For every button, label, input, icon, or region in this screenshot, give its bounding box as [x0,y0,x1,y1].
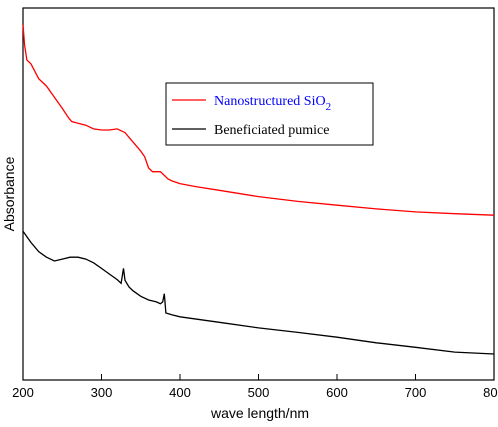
x-tick-label: 800 [483,385,498,400]
x-ticks: 200 300 400 500 600 700 800 [12,374,498,400]
x-tick-label: 400 [169,385,191,400]
plot-frame [22,7,495,381]
legend-label-pumice: Beneficiated pumice [214,123,329,138]
y-axis-title: Absorbance [1,156,17,231]
x-tick-label: 600 [326,385,348,400]
x-tick-label: 700 [405,385,427,400]
legend-label-sio2-main: Nanostructured SiO [214,94,326,109]
legend-box [165,82,374,146]
x-tick-label: 500 [248,385,270,400]
x-tick-label: 200 [12,385,34,400]
series-line-pumice [22,230,495,355]
x-tick-label: 300 [91,385,113,400]
legend-label-sio2: Nanostructured SiO2 [214,94,331,113]
x-axis-title: wave length/nm [210,405,309,421]
series-line-sio2 [22,24,495,216]
series-lines [22,24,495,355]
legend-label-sio2-subscript: 2 [326,101,332,113]
legend: Nanostructured SiO2 Beneficiated pumice [165,82,374,146]
